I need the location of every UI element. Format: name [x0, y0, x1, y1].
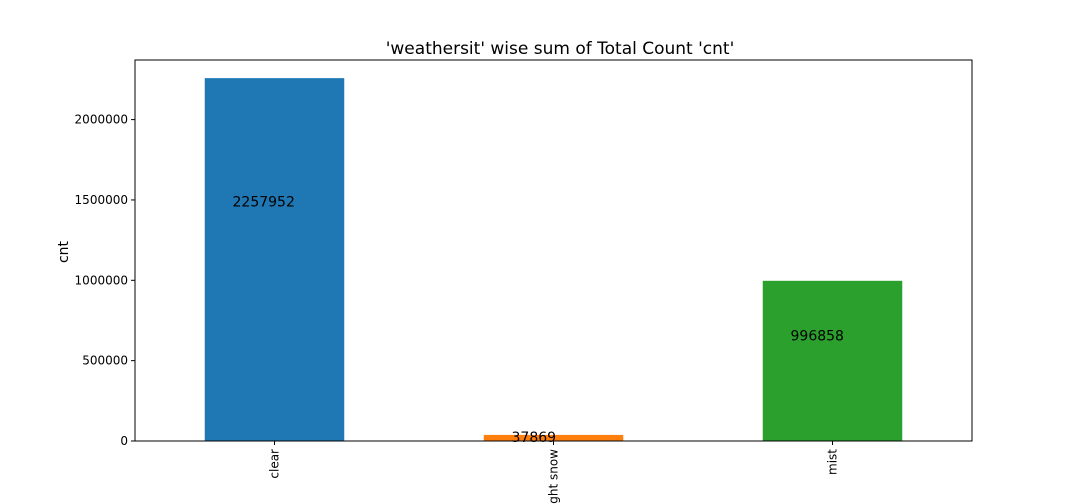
- y-tick-label: 1000000: [75, 273, 128, 287]
- x-tick-label-light-snow: light snow: [547, 449, 561, 504]
- y-tick-label: 500000: [82, 354, 128, 368]
- y-axis-ticks: 0 500000 1000000 1500000 2000000: [75, 113, 135, 448]
- bar-label-clear: 2257952: [233, 195, 295, 211]
- x-axis-ticks: clear light snow mist: [268, 441, 840, 504]
- bar-light-snow: [483, 434, 624, 441]
- y-tick-label: 2000000: [75, 113, 128, 127]
- bar-label-light-snow: 37869: [512, 430, 557, 446]
- chart-title: 'weathersit' wise sum of Total Count 'cn…: [386, 39, 735, 59]
- bar-clear: [204, 78, 345, 442]
- bar-label-mist: 996858: [791, 328, 844, 344]
- x-tick-label-clear: clear: [268, 449, 282, 479]
- x-tick-label-mist: mist: [826, 449, 840, 475]
- bar-labels-group: 2257952 37869 996858: [233, 195, 844, 446]
- y-tick-label: 1500000: [75, 193, 128, 207]
- plot-frame: [134, 59, 973, 442]
- y-tick-label: 0: [120, 434, 128, 448]
- y-axis-label: cnt: [56, 240, 72, 263]
- bar-mist: [762, 280, 903, 441]
- bars-group: [204, 78, 903, 442]
